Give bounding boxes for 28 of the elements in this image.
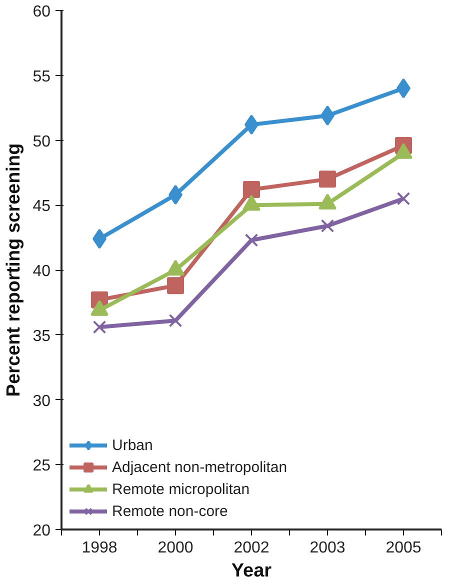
point [92,320,106,334]
point [396,192,410,206]
x-tick-label: 2005 [386,540,422,556]
x-axis-title: Year [231,560,272,582]
point [244,234,258,247]
x-tick-label: 1998 [82,540,118,556]
y-tick-label: 25 [32,458,51,475]
y-tick-label: 50 [32,133,51,150]
y-tick-label: 45 [32,198,51,216]
x-tick-label: 2002 [234,540,270,556]
y-tick-label: 60 [32,4,51,20]
y-tick-label: 30 [32,392,51,410]
legend-label: Adjacent non-metropolitan [112,458,288,476]
legend-label: Urban [112,436,153,454]
x-tick-label: 2003 [310,540,346,556]
point [319,170,336,188]
y-tick-label: 35 [32,328,51,345]
point [243,181,260,198]
y-tick-label: 40 [32,263,51,280]
point [320,219,334,233]
y-tick-label: 20 [32,522,51,540]
legend-label: Remote micropolitan [112,480,250,498]
point [168,314,182,328]
point [167,277,184,294]
legend-label: Remote non-core [112,502,228,520]
y-axis-title: Percent reporting screening [4,143,25,397]
y-tick-label: 55 [32,68,51,86]
x-tick-label: 2000 [158,540,194,556]
